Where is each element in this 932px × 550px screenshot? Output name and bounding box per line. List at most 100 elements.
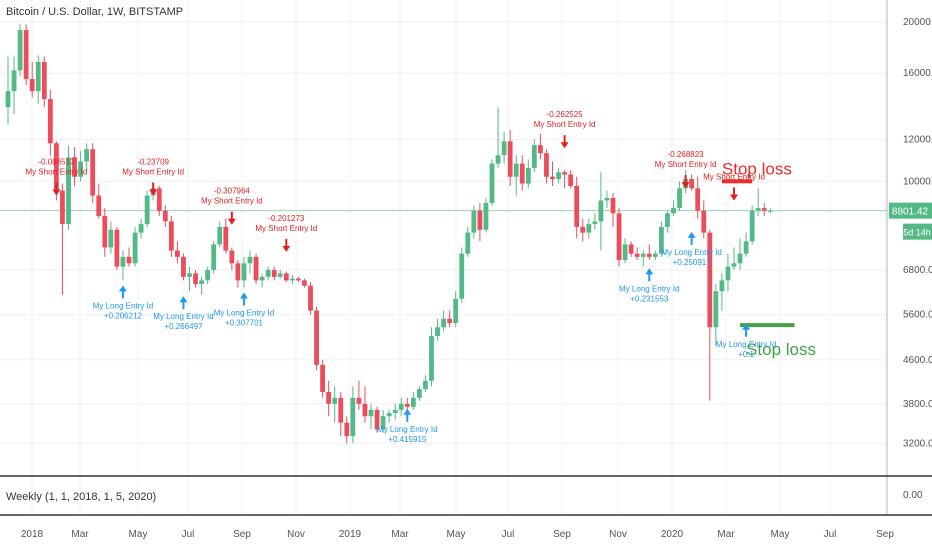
time-tick-label: Jul <box>502 529 515 540</box>
candle-body <box>332 397 338 404</box>
long-signal-label: My Long Entry Id <box>716 340 776 349</box>
candle-body <box>737 253 743 264</box>
candle-body <box>181 256 186 277</box>
candle-body <box>398 403 404 410</box>
candle-body <box>66 157 71 225</box>
candle-body <box>743 241 749 254</box>
indicator-tick-label: 0.00 <box>903 490 923 501</box>
candle-body <box>72 157 77 177</box>
time-tick-label: May <box>447 529 466 540</box>
candle-body <box>35 62 41 92</box>
candle-body <box>550 176 555 180</box>
candle-body <box>604 197 610 201</box>
candle-body <box>628 244 634 254</box>
candle-body <box>175 250 180 257</box>
candle-body <box>308 285 313 311</box>
current-price-value: 8801.42 <box>892 207 929 218</box>
candle-body <box>701 210 707 233</box>
indicator-title: Weekly (1, 1, 2018, 1, 5, 2020) <box>6 491 157 503</box>
candle-body <box>162 210 168 222</box>
candle-body <box>410 397 416 407</box>
candle-body <box>634 253 640 257</box>
candle-body <box>538 145 543 154</box>
short-signal-value: -0.086513 <box>38 157 75 166</box>
candle-body <box>556 172 561 180</box>
candle-body <box>102 215 108 248</box>
candle-body <box>598 200 604 222</box>
price-tick-label: 12000.00 <box>903 134 932 145</box>
chart-title: Bitcoin / U.S. Dollar, 1W, BITSTAMP <box>6 6 184 18</box>
candle-body <box>362 403 368 417</box>
candle-body <box>544 153 549 177</box>
long-arrow-icon <box>403 408 412 415</box>
candle-body <box>580 226 586 233</box>
candle-body <box>659 226 664 254</box>
long-signal-label: My Long Entry Id <box>93 301 153 310</box>
candle-body <box>380 416 386 430</box>
candle-body <box>423 380 428 390</box>
candle-body <box>223 226 229 251</box>
candle-body <box>677 188 682 209</box>
time-tick-label: Sep <box>233 529 251 540</box>
long-arrow-icon <box>118 285 127 292</box>
candle-body <box>17 30 23 71</box>
candle-body <box>392 409 398 414</box>
short-arrow-icon <box>681 182 690 189</box>
candle-body <box>108 229 114 248</box>
short-signal-label: My Short Entry Id <box>122 167 184 176</box>
candle-body <box>513 163 519 177</box>
candle-body <box>386 413 392 417</box>
candle-body <box>259 276 265 281</box>
candle-body <box>283 273 289 281</box>
price-tick-label: 3200.00 <box>903 438 932 449</box>
candle-body <box>277 273 283 277</box>
candle-body <box>646 253 652 257</box>
candle-body <box>247 256 253 264</box>
candle-body <box>199 280 204 284</box>
short-signal-label: My Short Entry Id <box>201 197 263 206</box>
candle-body <box>501 141 507 156</box>
candle-body <box>253 256 259 281</box>
candle-body <box>429 336 434 381</box>
candle-body <box>471 210 477 233</box>
candle-body <box>713 291 719 328</box>
long-signal-label: My Long Entry Id <box>214 309 274 318</box>
current-price-badge <box>889 202 932 219</box>
long-signal-value: +0.206212 <box>104 311 143 320</box>
time-tick-label: May <box>771 529 790 540</box>
price-tick-label: 16000.00 <box>903 68 932 79</box>
candle-body <box>592 221 598 225</box>
price-tick-label: 5600.00 <box>903 310 932 321</box>
candle-body <box>78 161 83 177</box>
candle-body <box>652 253 658 257</box>
candle-body <box>719 280 725 292</box>
candle-body <box>217 226 223 245</box>
candle-body <box>338 397 344 423</box>
candle-body <box>96 195 102 216</box>
countdown-badge <box>903 223 932 240</box>
candle-body <box>156 188 162 211</box>
candle-body <box>465 232 471 254</box>
candle-body <box>374 409 380 430</box>
long-signal-value: +0.250917 <box>673 258 712 267</box>
long-arrow-icon <box>742 323 751 330</box>
long-signal-label: My Long Entry Id <box>619 284 679 293</box>
time-tick-label: Mar <box>717 529 735 540</box>
long-signal-label: My Long Entry Id <box>377 425 437 434</box>
candle-body <box>622 244 628 261</box>
candle-body <box>138 224 144 233</box>
price-tick-label: 6800.00 <box>903 265 932 276</box>
time-tick-label: Nov <box>287 529 305 540</box>
time-tick-label: Mar <box>391 529 409 540</box>
candle-body <box>404 403 410 407</box>
short-signal-label: My Short Entry Id <box>255 224 317 233</box>
candle-body <box>495 155 501 164</box>
candle-body <box>447 318 453 323</box>
candle-body <box>320 364 325 392</box>
candle-body <box>435 327 440 337</box>
short-signal-label: My Short Entry Id <box>534 120 596 129</box>
candle-body <box>187 273 192 277</box>
short-arrow-icon <box>282 245 291 252</box>
candle-body <box>314 310 319 365</box>
